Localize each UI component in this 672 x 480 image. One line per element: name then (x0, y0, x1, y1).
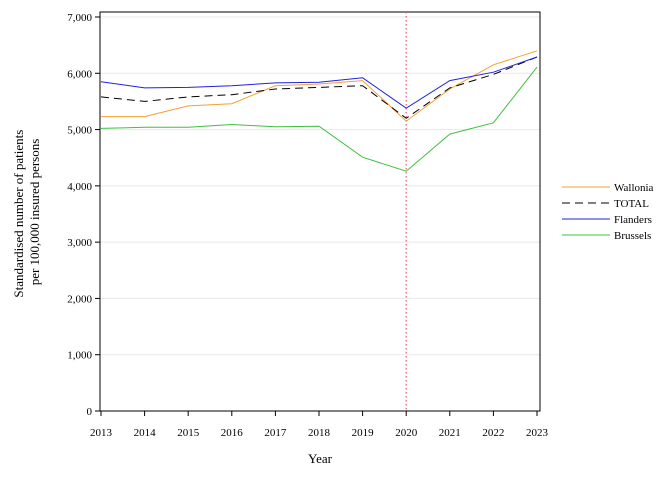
y-tick-label: 7,000 (67, 12, 92, 24)
legend-label-brussels: Brussels (614, 230, 651, 242)
y-tick-label: 6,000 (67, 68, 92, 80)
x-tick-label: 2018 (308, 427, 331, 439)
legend-label-total: TOTAL (614, 198, 649, 210)
x-tick-label: 2015 (177, 427, 200, 439)
plot-frame (99, 11, 541, 412)
y-tick-label: 5,000 (67, 125, 92, 137)
x-axis-title: Year (308, 451, 333, 466)
y-axis: 0 1,000 2,000 3,000 4,000 5,000 6,000 7,000 (67, 12, 100, 418)
y-tick-label: 4,000 (67, 181, 92, 193)
y-tick-label: 0 (87, 406, 93, 418)
x-tick-label: 2017 (264, 427, 287, 439)
gridlines (100, 16, 540, 356)
y-axis-title-line1: Standardised number of patients (11, 130, 26, 298)
y-tick-label: 2,000 (67, 293, 92, 305)
series-lines (100, 50, 538, 172)
y-axis-title: Standardised number of patients per 100,… (11, 126, 42, 297)
y-tick-label: 3,000 (67, 237, 92, 249)
series-line-flanders (100, 56, 538, 109)
series-line-brussels (100, 66, 538, 172)
y-tick-label: 1,000 (67, 350, 92, 362)
x-tick-label: 2014 (134, 427, 157, 439)
series-line-wallonia (101, 50, 538, 122)
legend-label-wallonia: Wallonia (614, 182, 654, 194)
legend-label-flanders: Flanders (614, 214, 652, 226)
x-tick-label: 2023 (526, 427, 549, 439)
x-axis: 2013 2014 2015 2016 2017 2018 2019 2020 2021 2022… (90, 411, 549, 439)
x-tick-label: 2022 (482, 427, 504, 439)
y-axis-title-line2: per 100,000 insured persons (27, 139, 42, 286)
x-tick-label: 2020 (395, 427, 418, 439)
x-tick-label: 2021 (439, 427, 461, 439)
x-tick-label: 2019 (352, 427, 375, 439)
legend: Wallonia TOTAL Flanders Brussels (562, 182, 654, 242)
x-tick-label: 2013 (90, 427, 113, 439)
x-tick-label: 2016 (221, 427, 244, 439)
